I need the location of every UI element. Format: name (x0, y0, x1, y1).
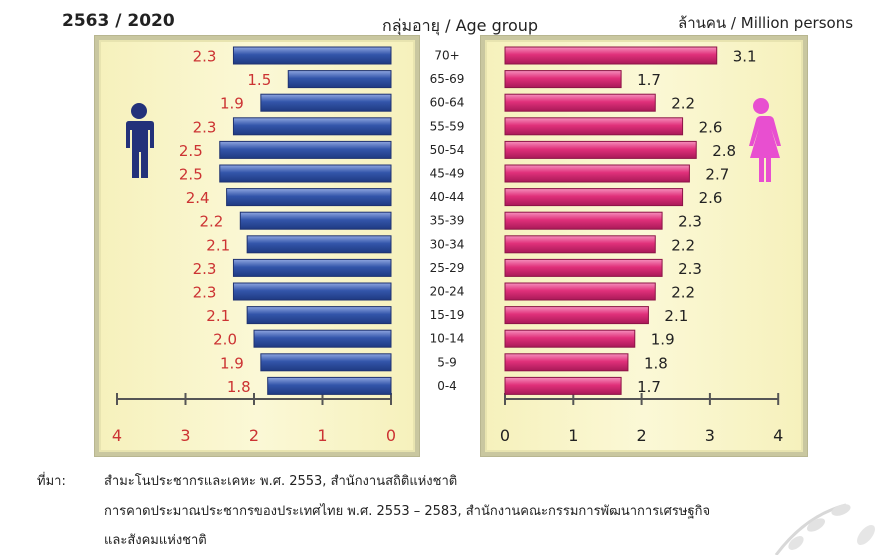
male-value-label: 2.5 (179, 166, 203, 184)
female-bar (504, 93, 656, 112)
age-group-tick-label: 45-49 (430, 167, 465, 181)
age-group-tick-label: 10-14 (430, 332, 465, 346)
male-value-label: 2.0 (213, 331, 237, 349)
male-bar (226, 188, 392, 207)
age-group-label: กลุ่มอายุ / Age group (382, 16, 539, 35)
age-group-tick-label: 35-39 (430, 214, 465, 228)
male-x-tick-label: 4 (112, 426, 122, 445)
female-bar (504, 140, 697, 159)
male-bar (219, 164, 392, 183)
source-line-1: สำมะโนประชากรและเคหะ พ.ศ. 2553, สำนักงาน… (104, 474, 458, 489)
leaf-decoration-icon (774, 503, 875, 555)
male-bar (239, 211, 392, 230)
male-value-label: 2.1 (206, 236, 230, 254)
female-value-label: 2.2 (671, 284, 695, 302)
female-value-label: 2.8 (712, 142, 736, 160)
unit-label: ล้านคน / Million persons (678, 14, 854, 32)
female-value-label: 2.3 (678, 213, 702, 231)
female-value-label: 2.2 (671, 236, 695, 254)
female-bar (504, 258, 663, 277)
female-bar (504, 70, 622, 89)
source-label: ที่มา: (37, 474, 66, 489)
female-value-label: 2.1 (664, 307, 688, 325)
age-group-tick-label: 40-44 (430, 190, 465, 204)
female-x-tick-label: 0 (500, 426, 510, 445)
male-bar (253, 329, 392, 348)
male-x-tick-label: 2 (249, 426, 259, 445)
male-x-tick-label: 0 (386, 426, 396, 445)
female-figure-icon (749, 98, 781, 182)
female-x-tick-label: 1 (568, 426, 578, 445)
age-group-tick-label: 55-59 (430, 119, 465, 133)
male-bar (246, 306, 392, 325)
male-bar (232, 282, 392, 301)
male-bar (267, 376, 392, 395)
age-group-tick-label: 5-9 (437, 355, 457, 369)
male-value-label: 2.5 (179, 142, 203, 160)
female-value-label: 3.1 (733, 48, 757, 66)
source-line-2: การคาดประมาณประชากรของประเทศไทย พ.ศ. 255… (104, 504, 711, 519)
male-x-tick-label: 3 (180, 426, 190, 445)
male-value-label: 1.5 (247, 71, 271, 89)
female-bar (504, 164, 690, 183)
male-x-tick-label: 1 (317, 426, 327, 445)
year-title: 2563 / 2020 (62, 11, 175, 31)
female-value-label: 2.6 (699, 189, 723, 207)
female-bar (504, 376, 622, 395)
male-bar (232, 46, 392, 65)
female-bar (504, 353, 629, 372)
age-group-tick-label: 50-54 (430, 143, 465, 157)
female-bar (504, 306, 649, 325)
female-value-label: 1.9 (651, 331, 675, 349)
female-x-tick-label: 2 (637, 426, 647, 445)
age-group-tick-label: 0-4 (437, 379, 457, 393)
female-value-label: 1.8 (644, 354, 668, 372)
female-bar (504, 329, 636, 348)
male-value-label: 2.3 (193, 48, 217, 66)
female-bar (504, 188, 684, 207)
female-value-label: 2.2 (671, 95, 695, 113)
male-bar (232, 117, 392, 136)
age-group-tick-label: 70+ (434, 49, 459, 63)
age-group-tick-label: 15-19 (430, 308, 465, 322)
age-group-tick-label: 25-29 (430, 261, 465, 275)
male-value-label: 1.9 (220, 354, 244, 372)
female-value-label: 2.3 (678, 260, 702, 278)
age-group-tick-label: 65-69 (430, 72, 465, 86)
male-bar (260, 353, 392, 372)
female-value-label: 2.7 (705, 166, 729, 184)
female-bar (504, 211, 663, 230)
male-value-label: 2.3 (193, 284, 217, 302)
female-bar (504, 46, 718, 65)
source-line-3: และสังคมแห่งชาติ (104, 533, 207, 548)
female-bar (504, 235, 656, 254)
female-value-label: 1.7 (637, 71, 661, 89)
male-value-label: 2.3 (193, 260, 217, 278)
male-figure-icon (126, 103, 154, 178)
male-value-label: 1.9 (220, 95, 244, 113)
female-x-tick-label: 3 (705, 426, 715, 445)
age-group-tick-label: 60-64 (430, 96, 465, 110)
male-value-label: 2.2 (199, 213, 223, 231)
male-value-label: 1.8 (227, 378, 251, 396)
male-bar (287, 70, 392, 89)
male-bar (260, 93, 392, 112)
male-bar (246, 235, 392, 254)
female-value-label: 2.6 (699, 118, 723, 136)
female-value-label: 1.7 (637, 378, 661, 396)
male-bar (232, 258, 392, 277)
female-x-tick-label: 4 (773, 426, 783, 445)
female-bar (504, 117, 684, 136)
male-bar (219, 140, 392, 159)
male-value-label: 2.1 (206, 307, 230, 325)
male-value-label: 2.3 (193, 118, 217, 136)
age-group-tick-label: 20-24 (430, 285, 465, 299)
female-bar (504, 282, 656, 301)
male-value-label: 2.4 (186, 189, 210, 207)
age-group-tick-label: 30-34 (430, 237, 465, 251)
